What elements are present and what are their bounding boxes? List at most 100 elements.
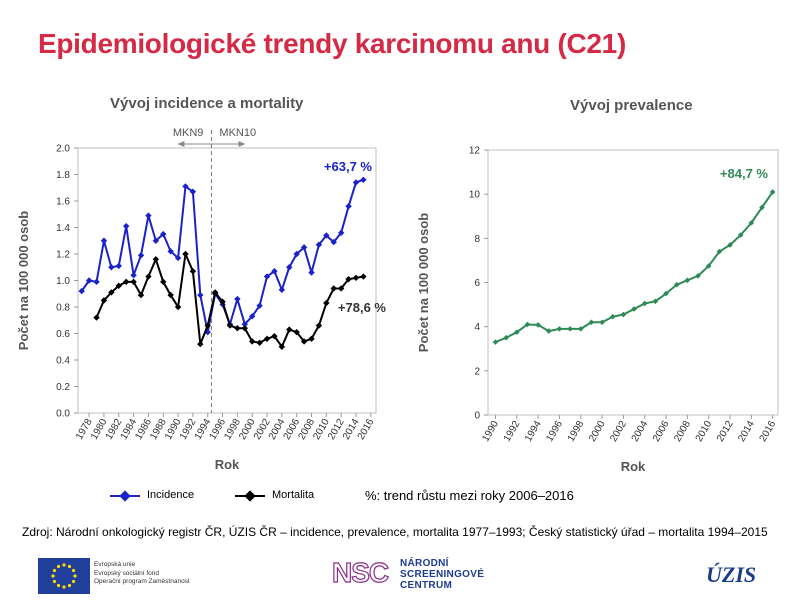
data-point [211,289,219,296]
legend-incidence-label: Incidence [147,489,195,501]
data-point [345,203,352,210]
data-point [759,204,765,211]
y-tick-label: 1.8 [56,170,70,181]
data-point [78,287,85,295]
data-point [197,291,204,299]
data-point [286,326,293,333]
data-point [100,297,108,304]
data-point [108,289,115,296]
nsc-logo: NSC [331,556,396,592]
data-point [130,272,137,279]
y-tick-label: 0.6 [56,329,70,340]
plot-frame [77,147,377,414]
data-point [652,298,659,305]
data-point [271,332,278,340]
data-point [174,303,182,311]
trend-annotation: +84,7 % [720,166,769,181]
legend-incidence-marker [119,490,131,502]
eu-star [52,579,57,584]
x-axis-label: Rok [621,459,646,474]
data-point [503,334,509,341]
series-line-prevalence [495,191,774,344]
data-point [599,319,605,326]
data-point [93,278,100,286]
data-point [352,179,360,186]
data-point [137,291,145,299]
data-point [122,278,130,286]
slide-title: Epidemiologické trendy karcinomu anu (C2… [38,28,626,59]
data-point [323,232,330,239]
data-point [234,325,241,332]
data-point [545,328,552,334]
x-tick-label: 2000 [587,419,608,444]
data-point [145,212,152,219]
data-point [535,322,541,328]
data-point [174,254,182,262]
uzis-logo: ÚZIS [706,562,757,587]
x-tick-label: 2014 [736,419,757,444]
data-point [577,326,584,332]
data-point [182,183,189,190]
data-point [263,335,271,342]
data-point [716,248,723,255]
data-point [256,302,263,309]
data-point [345,275,352,283]
x-tick-label: 2016 [758,419,779,444]
y-tick-label: 1.0 [56,276,70,287]
y-tick-label: 6 [474,278,480,289]
data-point [160,278,167,286]
data-point [315,241,323,248]
source-note: Zdroj: Národní onkologický registr ČR, Ú… [22,525,768,539]
series-line-incidence [80,178,364,334]
nsc-line-3: CENTRUM [400,580,453,591]
data-point [308,335,315,342]
eu-star [52,568,57,573]
data-point [189,268,197,275]
data-point [588,319,595,326]
y-tick-label: 10 [469,190,481,201]
y-tick-label: 1.6 [56,197,70,208]
eu-flag-logo [38,558,90,594]
data-point [769,189,776,195]
mkn10-label: MKN10 [219,127,256,139]
data-point [241,325,248,332]
x-tick-label: 2010 [694,419,715,444]
data-point [278,286,286,293]
data-point [115,262,122,270]
eu-star [71,568,76,573]
data-point [524,321,531,328]
data-point [189,188,197,195]
data-point [737,232,744,238]
eu-star [67,583,72,588]
data-point [263,273,271,280]
data-point [115,282,122,289]
data-point [293,250,300,258]
mkn-arrow-left [177,141,185,147]
x-axis-label: Rok [215,457,240,472]
legend: Incidence Mortalita [110,487,360,505]
y-tick-label: 0.0 [56,409,70,420]
data-point [492,339,499,345]
x-tick-label: 1998 [566,419,587,444]
y-tick-label: 2 [474,366,480,377]
data-point [256,339,263,346]
data-point [122,222,130,230]
data-point [219,298,226,305]
data-point [323,299,330,307]
nsc-line-1: NÁRODNÍ [400,558,449,569]
y-axis-label: Počet na 100 000 osob [16,211,31,351]
data-point [705,263,712,269]
data-point [352,274,360,282]
y-tick-label: 0.8 [56,303,70,314]
trend-annotation: +63,7 % [324,159,373,174]
data-point [182,250,189,258]
nsc-name: NÁRODNÍ SCREENINGOVÉ CENTRUM [400,558,484,591]
data-point [748,220,755,226]
y-tick-label: 2.0 [56,144,70,155]
data-point [308,269,315,276]
y-tick-label: 4 [474,322,480,333]
data-point [167,248,174,255]
data-point [152,256,160,263]
data-point [137,252,145,259]
data-point [727,242,733,248]
